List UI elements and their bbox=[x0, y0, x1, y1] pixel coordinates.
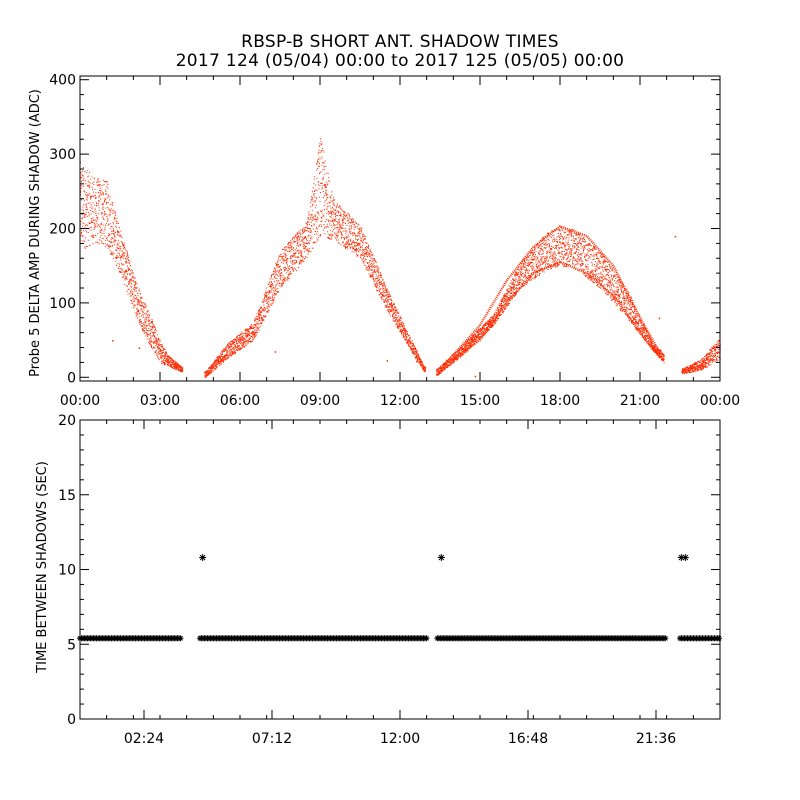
y-tick-label: 300 bbox=[49, 147, 76, 163]
outlier-point bbox=[386, 360, 389, 362]
x-tick-label: 21:00 bbox=[620, 393, 660, 409]
x-tick-label: 06:00 bbox=[220, 393, 260, 409]
delta-amp-y-axis-label: Probe 5 DELTA AMP DURING SHADOW (ADC) bbox=[28, 89, 43, 377]
plot-frame bbox=[79, 75, 721, 382]
x-tick-label: 03:00 bbox=[140, 393, 180, 409]
x-tick-label: 21:36 bbox=[636, 731, 676, 747]
plot-frame bbox=[79, 419, 721, 720]
chart-title: RBSP-B SHORT ANT. SHADOW TIMES bbox=[241, 32, 559, 52]
y-tick-label: 20 bbox=[58, 413, 76, 429]
outlier-point bbox=[112, 340, 114, 342]
x-tick-label: 02:24 bbox=[124, 731, 164, 747]
x-tick-label: 07:12 bbox=[252, 731, 292, 747]
outlier-point bbox=[416, 360, 418, 363]
delta-amp-points bbox=[80, 138, 721, 378]
baseline-points bbox=[77, 635, 184, 642]
x-tick-label: 12:00 bbox=[380, 731, 420, 747]
x-tick-label: 09:00 bbox=[300, 393, 340, 409]
x-tick-label: 00:00 bbox=[700, 393, 740, 409]
outlier-point bbox=[658, 317, 661, 320]
x-tick-label: 16:48 bbox=[508, 731, 548, 747]
delta-amp-panel: 0 100 200 300 400 00:00 03:00 06:00 09:00 12:00 15… bbox=[28, 73, 740, 409]
time-between-y-axis-label: TIME BETWEEN SHADOWS (SEC) bbox=[35, 461, 50, 674]
time-between-point bbox=[199, 554, 207, 562]
upper-band-line bbox=[452, 225, 661, 356]
y-tick-label: 200 bbox=[49, 222, 76, 238]
time-between-point bbox=[437, 554, 445, 562]
outlier-point bbox=[674, 235, 677, 238]
y-tick-label: 0 bbox=[67, 712, 76, 728]
outlier-point bbox=[274, 351, 277, 353]
outlier-point bbox=[138, 347, 141, 350]
y-tick-label: 100 bbox=[49, 296, 76, 312]
chart-subtitle: 2017 124 (05/04) 00:00 to 2017 125 (05/0… bbox=[175, 51, 625, 71]
time-between-point bbox=[681, 554, 689, 562]
time-between-point bbox=[677, 554, 685, 562]
delta-amp-axes: 0 100 200 300 400 00:00 03:00 06:00 09:00 12:00 15… bbox=[49, 73, 740, 409]
lower-band-line bbox=[452, 260, 661, 360]
outlier-point bbox=[474, 375, 477, 378]
time-between-panel: 0 5 10 15 20 02:24 07:12 12:00 16:48 21:36 TIME B… bbox=[35, 413, 722, 747]
baseline-points bbox=[197, 635, 430, 642]
baseline-points bbox=[677, 635, 722, 642]
baseline-points bbox=[434, 635, 669, 642]
y-tick-label: 10 bbox=[58, 563, 76, 579]
x-tick-label: 15:00 bbox=[460, 393, 500, 409]
time-between-data bbox=[77, 554, 722, 642]
y-tick-label: 5 bbox=[67, 637, 76, 653]
y-tick-label: 0 bbox=[67, 370, 76, 386]
y-tick-label: 15 bbox=[58, 488, 76, 504]
x-tick-label: 12:00 bbox=[380, 393, 420, 409]
delta-amp-data bbox=[80, 138, 721, 378]
x-tick-label: 00:00 bbox=[60, 393, 100, 409]
outlier-point bbox=[317, 212, 319, 214]
x-tick-label: 18:00 bbox=[540, 393, 580, 409]
time-between-axes: 0 5 10 15 20 02:24 07:12 12:00 16:48 21:36 bbox=[58, 413, 721, 747]
y-tick-label: 400 bbox=[49, 73, 76, 89]
